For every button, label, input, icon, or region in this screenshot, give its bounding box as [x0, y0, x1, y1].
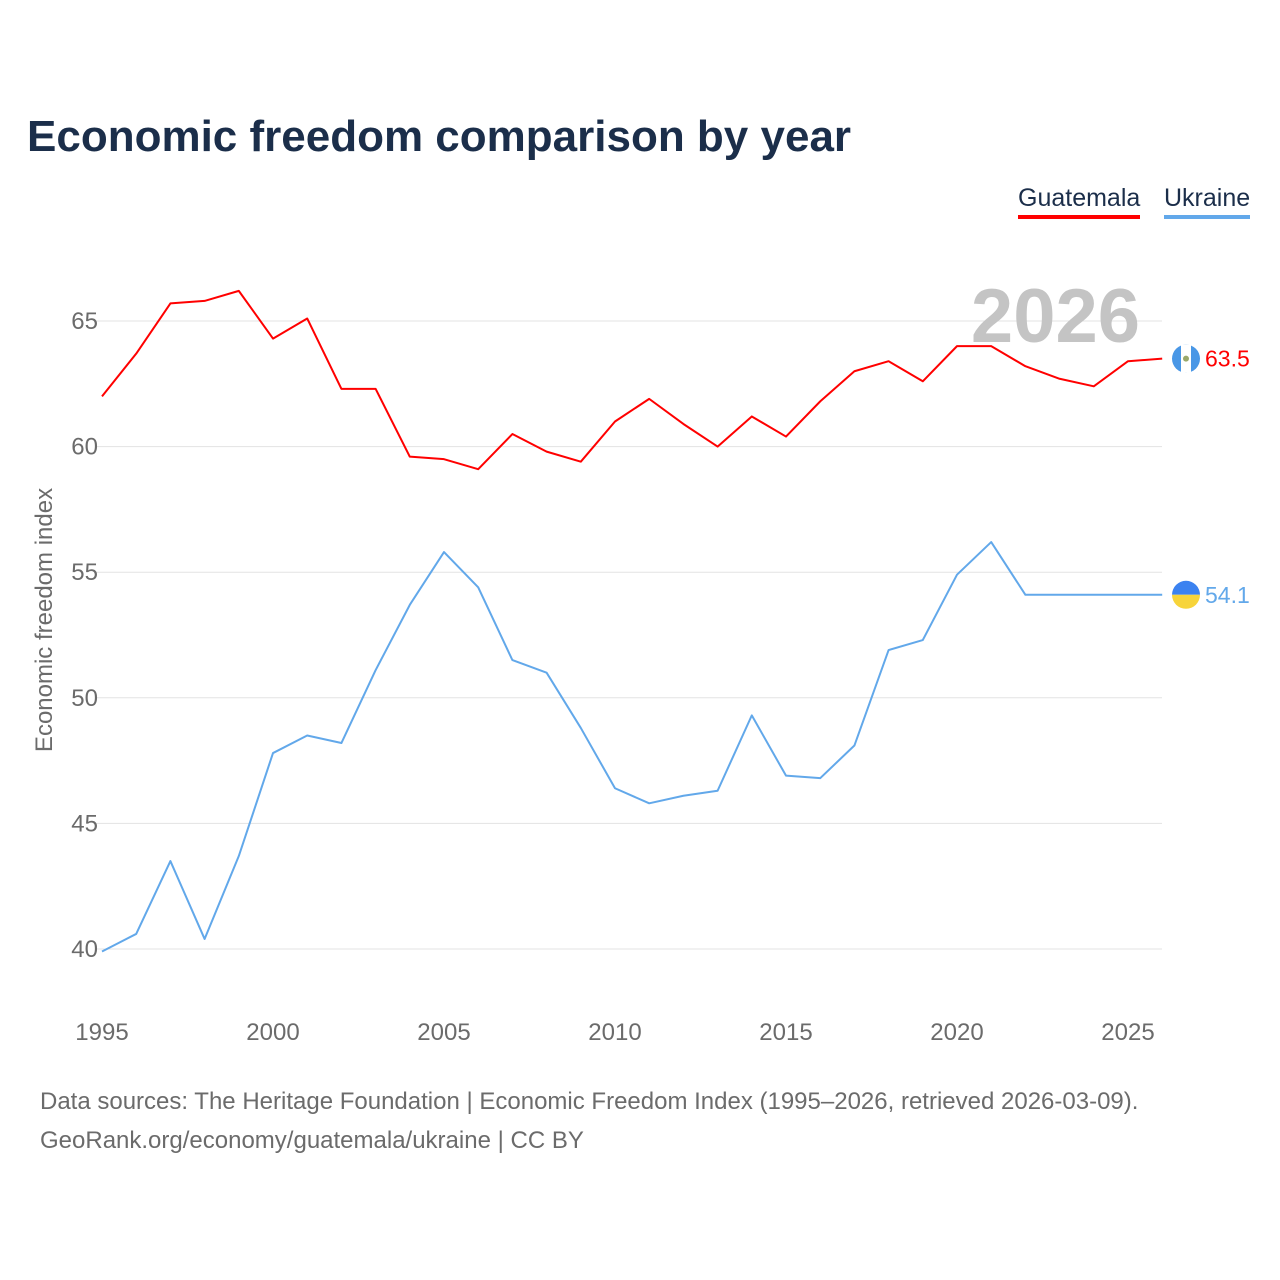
y-axis-label: Economic freedom index [31, 488, 58, 752]
y-tick-label: 45 [71, 810, 98, 837]
ukraine-flag-icon [1172, 580, 1200, 609]
legend-ukraine[interactable]: Ukraine [1164, 184, 1251, 219]
y-tick-label: 50 [71, 685, 98, 712]
source-url[interactable]: GeoRank.org/economy/guatemala/ukraine | … [40, 1127, 584, 1154]
year-watermark: 2026 [971, 274, 1140, 359]
end-value-label: 63.5 [1205, 346, 1250, 372]
series-line-guatemala [101, 289, 1163, 471]
y-tick-label: 40 [71, 936, 98, 963]
x-tick-label: 2000 [246, 1019, 299, 1046]
x-tick-label: 2010 [588, 1019, 641, 1046]
x-tick-label: 2025 [1101, 1019, 1154, 1046]
series-line-ukraine [101, 541, 1163, 953]
x-tick-label: 2005 [417, 1019, 470, 1046]
x-tick-label: 2020 [930, 1019, 983, 1046]
source-text: Data sources: The Heritage Foundation | … [40, 1088, 1139, 1115]
end-value-label: 54.1 [1205, 582, 1250, 608]
guatemala-flag-icon [1172, 344, 1200, 373]
y-tick-label: 65 [71, 308, 98, 335]
legend-guatemala[interactable]: Guatemala [1018, 184, 1141, 219]
chart-title: Economic freedom comparison by year [27, 112, 852, 161]
y-tick-label: 55 [71, 559, 98, 586]
x-tick-label: 1995 [75, 1019, 128, 1046]
x-tick-label: 2015 [759, 1019, 812, 1046]
y-tick-label: 60 [71, 434, 98, 461]
